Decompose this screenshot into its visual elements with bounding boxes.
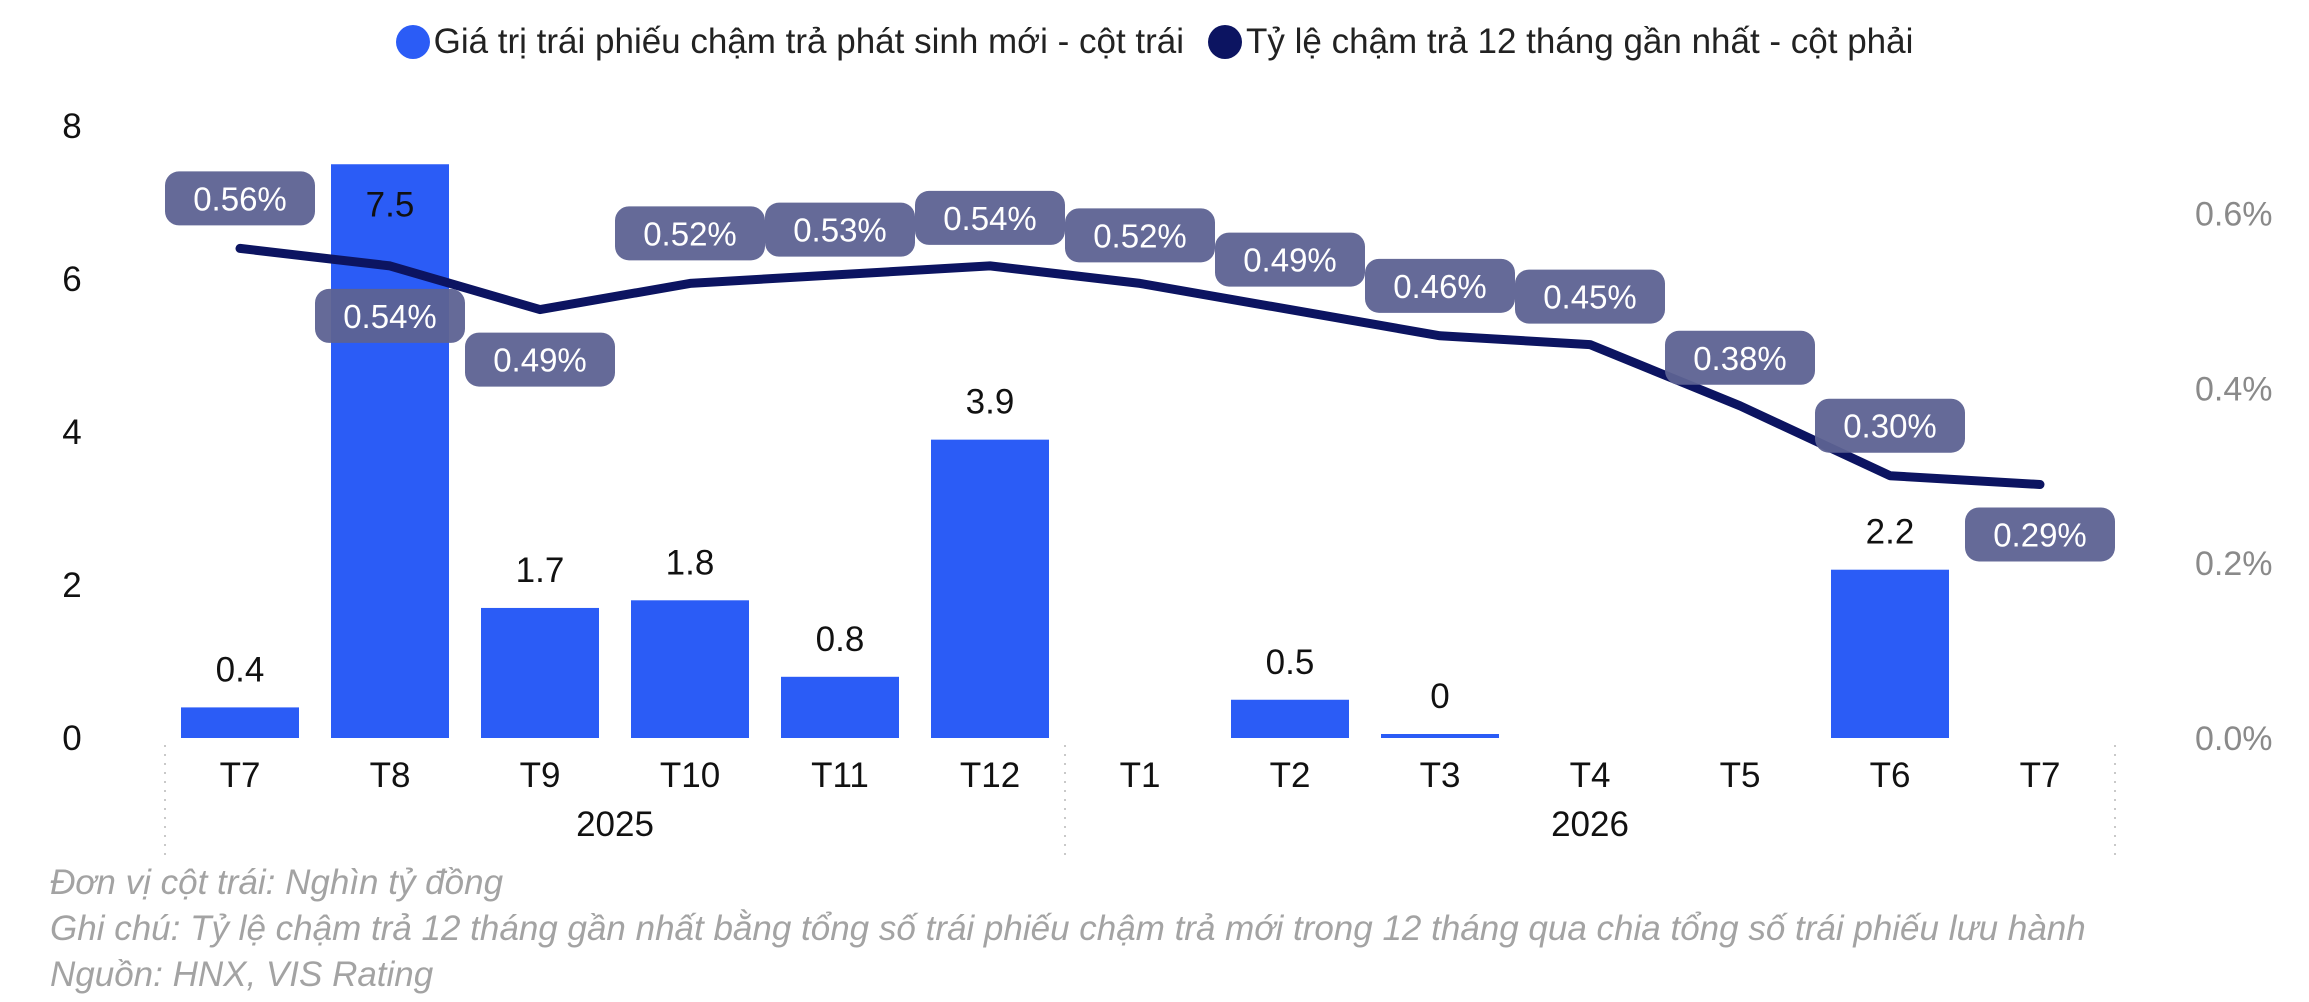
year-label: 2026 [1551, 805, 1629, 844]
rate-label-box [1065, 208, 1215, 263]
rate-label: 0.29% [1993, 516, 2087, 553]
rate-label-box [1215, 232, 1365, 287]
chart-legend: Giá trị trái phiếu chậm trả phát sinh mớ… [0, 22, 2309, 62]
rate-label: 0.54% [943, 200, 1037, 237]
rate-label-box [465, 332, 615, 387]
bar-value-label: 0.5 [1266, 643, 1315, 682]
bar [781, 676, 899, 738]
bar-value-label: 7.5 [366, 185, 415, 224]
rate-label: 0.49% [493, 342, 587, 379]
legend-item-line: Tỷ lệ chậm trả 12 tháng gần nhất - cột p… [1208, 22, 1913, 62]
rate-label: 0.54% [343, 298, 437, 335]
x-tick-label: T7 [220, 756, 261, 795]
source-note: Nguồn: HNX, VIS Rating [50, 955, 434, 994]
footnote: Ghi chú: Tỷ lệ chậm trả 12 tháng gần nhấ… [50, 909, 2086, 948]
bar [1831, 569, 1949, 738]
legend-label-bar: Giá trị trái phiếu chậm trả phát sinh mớ… [433, 22, 1185, 61]
bar [631, 600, 749, 738]
x-tick-label: T4 [1570, 756, 1611, 795]
chart-notes: Đơn vị cột trái: Nghìn tỷ đồng Ghi chú: … [50, 860, 2086, 998]
rate-label-box [765, 202, 915, 257]
bar-value-label: 1.7 [516, 551, 565, 590]
bar-value-label: 2.2 [1866, 513, 1915, 552]
x-tick-label: T10 [660, 756, 720, 795]
rate-label-box [1815, 398, 1965, 453]
bar [931, 439, 1049, 738]
x-tick-label: T6 [1870, 756, 1911, 795]
plot-area: 0 2 4 6 8 0.0% 0.2% 0.4% 0.6% 0.4 7.5 1.7 1.8 0.8 3.9 0… [62, 107, 2273, 860]
bar [1381, 734, 1499, 738]
y-right-tick: 0.6% [2195, 195, 2273, 233]
y-left-tick: 8 [62, 107, 81, 146]
bar-value-label: 3.9 [966, 383, 1015, 422]
rate-label: 0.52% [643, 215, 737, 252]
rate-label: 0.45% [1543, 279, 1637, 316]
rate-label: 0.38% [1693, 340, 1787, 377]
legend-swatch-bar [395, 25, 430, 59]
bar-value-label: 1.8 [666, 543, 715, 582]
legend-swatch-line [1208, 25, 1243, 59]
bar-value-label: 0 [1430, 677, 1449, 716]
rate-label: 0.52% [1093, 217, 1187, 254]
bar [481, 607, 599, 738]
rate-line [235, 243, 2045, 489]
x-tick-label: T9 [520, 756, 561, 795]
rate-label-box [915, 190, 1065, 245]
rate-label: 0.53% [793, 212, 887, 249]
rate-label-box [1365, 258, 1515, 313]
legend-item-bar: Giá trị trái phiếu chậm trả phát sinh mớ… [395, 22, 1185, 62]
x-tick-label: T5 [1720, 756, 1761, 795]
rate-label-box [1665, 330, 1815, 385]
x-tick-label: T1 [1120, 756, 1161, 795]
rate-label-box [315, 288, 465, 343]
y-right-tick: 0.0% [2195, 720, 2273, 758]
x-tick-label: T2 [1270, 756, 1311, 795]
rate-label: 0.56% [193, 180, 287, 217]
rate-label-box [165, 171, 315, 226]
y-left-tick: 6 [62, 260, 81, 299]
y-left-tick: 0 [62, 719, 81, 758]
x-tick-label: T8 [370, 756, 411, 795]
year-label: 2025 [576, 805, 654, 844]
y-left-tick: 2 [62, 566, 81, 605]
y-right-tick: 0.2% [2195, 545, 2273, 583]
x-tick-label: T12 [960, 756, 1020, 795]
rate-label-box [1515, 269, 1665, 324]
bar-value-label: 0.4 [216, 650, 265, 689]
bar-value-label: 0.8 [816, 620, 865, 659]
bar [1231, 699, 1349, 738]
bar [331, 164, 449, 738]
rate-label: 0.46% [1393, 268, 1487, 305]
rate-label: 0.49% [1243, 242, 1337, 279]
rate-label: 0.30% [1843, 408, 1937, 445]
x-tick-label: T7 [2020, 756, 2061, 795]
rate-label-box [1965, 507, 2115, 562]
y-left-tick: 4 [62, 413, 81, 452]
y-right-tick: 0.4% [2195, 370, 2273, 408]
x-tick-label: T11 [811, 756, 869, 795]
unit-note: Đơn vị cột trái: Nghìn tỷ đồng [50, 863, 504, 902]
legend-label-line: Tỷ lệ chậm trả 12 tháng gần nhất - cột p… [1246, 22, 1914, 61]
bar [181, 707, 299, 738]
rate-label-box [615, 206, 765, 261]
x-tick-label: T3 [1420, 756, 1461, 795]
